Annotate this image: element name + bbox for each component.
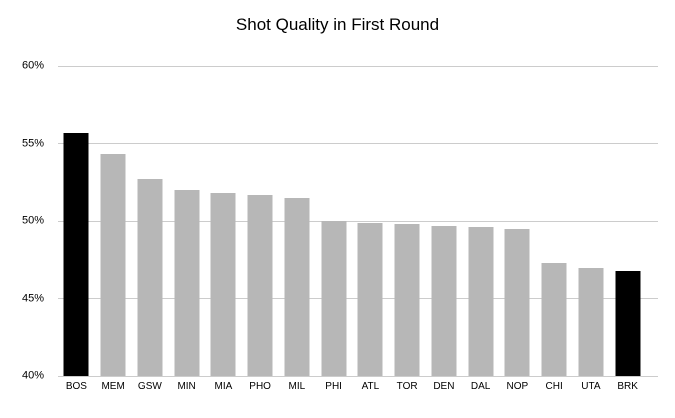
x-axis-labels: BOS MEM GSW MIN MIA PHO MIL PHI ATL TOR DEN DAL NOP C… bbox=[58, 380, 646, 393]
y-tick-40: 40% bbox=[21, 369, 44, 382]
x-tick-MIA: MIA bbox=[214, 381, 233, 392]
x-tick-PHO: PHO bbox=[249, 381, 271, 392]
y-tick-60: 60% bbox=[21, 59, 44, 72]
bar-slot-DAL bbox=[462, 66, 499, 376]
y-tick-45: 45% bbox=[21, 292, 44, 304]
gridline-40 bbox=[58, 375, 658, 377]
bar-slot-PHO bbox=[242, 66, 279, 376]
bar-DEN bbox=[431, 225, 457, 376]
bar-slot-MEM bbox=[95, 66, 132, 376]
bar-MEM bbox=[100, 154, 126, 376]
bar-slot-UTA bbox=[573, 66, 610, 376]
x-tick-GSW: GSW bbox=[137, 381, 162, 392]
x-tick-ATL: ATL bbox=[361, 381, 380, 392]
bar-PHO bbox=[247, 194, 273, 376]
bar-CHI bbox=[541, 262, 567, 376]
plot-area: 40% 45% 50% 55% 60% bbox=[22, 60, 658, 381]
bar-slot-CHI bbox=[536, 66, 573, 376]
bar-slot-NOP bbox=[499, 66, 536, 376]
bar-slot-BRK bbox=[609, 66, 646, 376]
bar-PHI bbox=[321, 221, 347, 376]
bar-GSW bbox=[137, 179, 163, 376]
chart-title: Shot Quality in First Round bbox=[235, 15, 440, 34]
y-tick-55: 55% bbox=[21, 137, 44, 149]
y-axis-labels: 40% 45% 50% 55% 60% bbox=[4, 60, 52, 381]
gridline-55 bbox=[58, 143, 658, 144]
bar-slot-GSW bbox=[132, 66, 169, 376]
bar-slot-MIL bbox=[279, 66, 316, 376]
bar-MIN bbox=[174, 190, 200, 376]
bar-DAL bbox=[468, 227, 494, 376]
x-tick-NOP: NOP bbox=[506, 381, 529, 392]
bar-TOR bbox=[394, 224, 420, 376]
x-tick-MIL: MIL bbox=[288, 381, 306, 392]
bar-slot-MIN bbox=[168, 66, 205, 376]
bar-slot-BOS bbox=[58, 66, 95, 376]
x-tick-DAL: DAL bbox=[470, 381, 491, 392]
bar-ATL bbox=[357, 222, 383, 376]
x-tick-MEM: MEM bbox=[101, 381, 125, 392]
gridline-60 bbox=[58, 65, 658, 67]
bar-slot-PHI bbox=[315, 66, 352, 376]
bars-row bbox=[58, 66, 646, 376]
x-tick-CHI: CHI bbox=[545, 381, 563, 392]
x-tick-DEN: DEN bbox=[433, 381, 455, 392]
bar-NOP bbox=[504, 228, 530, 376]
bar-slot-MIA bbox=[205, 66, 242, 376]
bar-slot-DEN bbox=[426, 66, 463, 376]
bar-MIL bbox=[284, 197, 310, 376]
x-tick-UTA: UTA bbox=[581, 381, 601, 392]
gridline-50 bbox=[58, 220, 658, 222]
bar-slot-TOR bbox=[389, 66, 426, 376]
x-tick-PHI: PHI bbox=[325, 381, 342, 392]
y-tick-50: 50% bbox=[21, 214, 44, 227]
bar-UTA bbox=[578, 267, 604, 376]
bar-BRK bbox=[615, 270, 641, 376]
bar-BOS bbox=[63, 132, 89, 376]
x-tick-BRK: BRK bbox=[617, 381, 638, 392]
x-tick-TOR: TOR bbox=[396, 381, 418, 392]
bar-slot-ATL bbox=[352, 66, 389, 376]
x-tick-MIN: MIN bbox=[177, 381, 196, 392]
x-tick-BOS: BOS bbox=[65, 381, 87, 392]
bar-MIA bbox=[210, 193, 236, 376]
